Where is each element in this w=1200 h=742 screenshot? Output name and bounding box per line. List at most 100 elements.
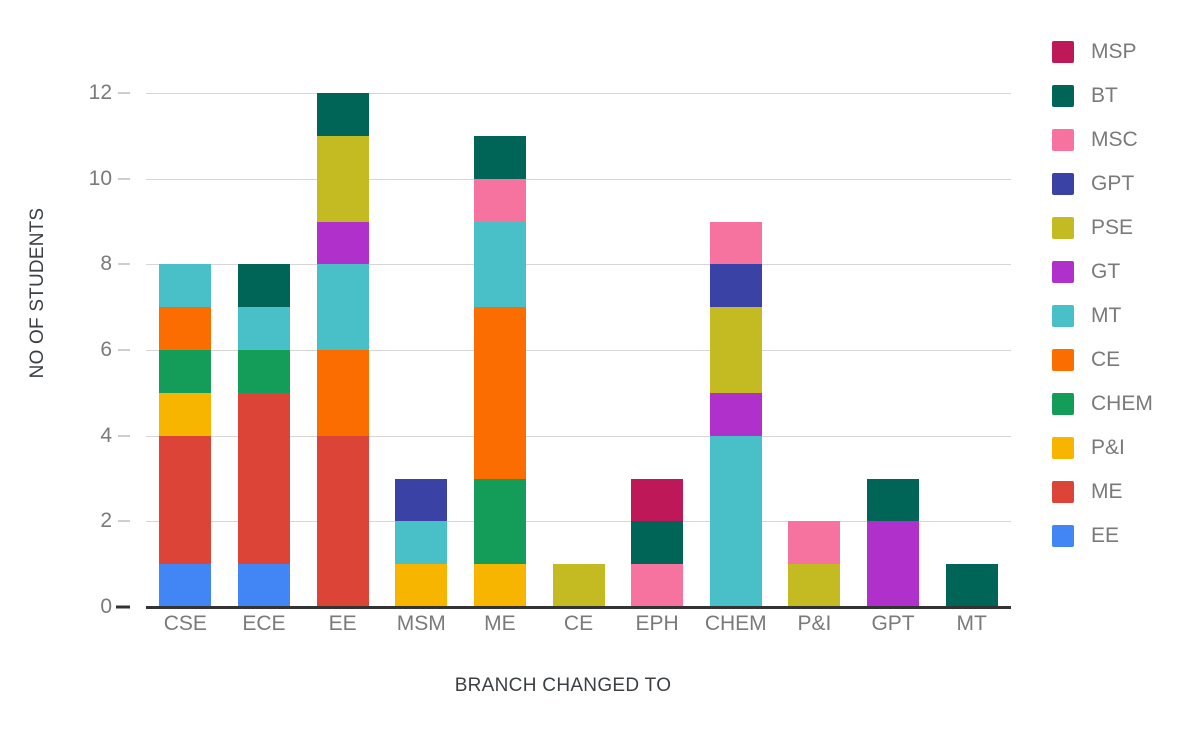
bar-segment[interactable] (237, 564, 290, 607)
bar-segment[interactable] (473, 564, 526, 607)
legend-swatch-icon (1052, 217, 1074, 239)
bar-segment[interactable] (709, 435, 762, 607)
legend-item[interactable]: MT (1052, 294, 1200, 338)
bar-group[interactable] (395, 93, 448, 607)
bar-segment[interactable] (237, 307, 290, 350)
legend-label: CE (1091, 348, 1121, 371)
bar-segment[interactable] (316, 93, 369, 136)
y-tick-label: 12 (88, 81, 112, 104)
bar-group[interactable] (552, 93, 605, 607)
legend-item[interactable]: MSC (1052, 118, 1200, 162)
legend-label: P&I (1091, 436, 1125, 459)
gridline (146, 435, 1011, 437)
legend-swatch-icon (1052, 393, 1074, 415)
bar-segment[interactable] (552, 564, 605, 607)
bar-segment[interactable] (473, 178, 526, 222)
legend-swatch-icon (1052, 129, 1074, 151)
bar-group[interactable] (867, 93, 920, 607)
bar-segment[interactable] (709, 307, 762, 393)
x-axis-title: BRANCH CHANGED TO (454, 675, 672, 696)
x-axis-ticks: CSE ECE EE MSM ME CE EPH CHEM P&I GPT MT (146, 612, 1011, 646)
bar-group[interactable] (159, 93, 212, 607)
y-tick-mark (118, 92, 130, 94)
legend-swatch-icon (1052, 437, 1074, 459)
bar-segment[interactable] (159, 564, 212, 607)
y-tick-mark (118, 178, 130, 180)
y-tick-mark (118, 520, 130, 522)
legend-label: MSC (1091, 128, 1138, 151)
bar-segment[interactable] (237, 350, 290, 393)
legend-item[interactable]: GPT (1052, 162, 1200, 206)
bar-segment[interactable] (316, 135, 369, 222)
bar-segment[interactable] (159, 307, 212, 350)
plot-area (146, 93, 1011, 609)
bar-group[interactable] (945, 93, 998, 607)
legend-item[interactable]: CE (1052, 338, 1200, 382)
bar-group[interactable] (709, 93, 762, 607)
y-tick-label: 8 (100, 252, 112, 276)
legend-label: MT (1091, 304, 1122, 327)
legend-item[interactable]: P&I (1052, 426, 1200, 470)
bar-segment[interactable] (473, 307, 526, 479)
bar-segment[interactable] (159, 264, 212, 308)
legend-item[interactable]: ME (1052, 470, 1200, 514)
bar-segment[interactable] (788, 521, 841, 565)
legend-swatch-icon (1052, 525, 1074, 547)
bar-group[interactable] (788, 93, 841, 607)
bar-segment[interactable] (473, 221, 526, 308)
bar-segment[interactable] (395, 521, 448, 565)
legend-swatch-icon (1052, 305, 1074, 327)
bar-segment[interactable] (159, 350, 212, 393)
legend-label: CHEM (1091, 392, 1153, 415)
bar-segment[interactable] (316, 264, 369, 350)
bar-segment[interactable] (159, 435, 212, 565)
x-tick-label: CE (563, 612, 594, 635)
legend-item[interactable]: CHEM (1052, 382, 1200, 426)
bar-segment[interactable] (316, 221, 369, 265)
bar-segment[interactable] (709, 221, 762, 265)
y-tick-mark (118, 435, 130, 437)
legend-item[interactable]: PSE (1052, 206, 1200, 250)
legend-item[interactable]: MSP (1052, 30, 1200, 74)
bar-group[interactable] (631, 93, 684, 607)
bar-segment[interactable] (945, 564, 998, 607)
y-tick-label: 2 (100, 509, 112, 533)
bar-segment[interactable] (316, 435, 369, 607)
bar-segment[interactable] (631, 564, 684, 607)
bar-segment[interactable] (631, 478, 684, 522)
bar-segment[interactable] (631, 521, 684, 565)
bar-segment[interactable] (316, 350, 369, 436)
gridline (146, 178, 1011, 180)
x-tick-label: EPH (635, 612, 679, 635)
bar-group[interactable] (237, 93, 290, 607)
legend-swatch-icon (1052, 85, 1074, 107)
x-tick-label: ECE (242, 612, 286, 635)
bar-segment[interactable] (159, 392, 212, 436)
bar-segment[interactable] (709, 264, 762, 308)
legend-label: EE (1091, 524, 1120, 547)
x-tick-label: ME (484, 612, 516, 635)
legend-item[interactable]: EE (1052, 514, 1200, 558)
legend-label: MSP (1091, 40, 1137, 63)
y-tick-mark (118, 349, 130, 351)
legend: MSP BT MSC GPT PSE GT MT CE CHEM P&I ME EE (1052, 30, 1200, 558)
bar-segment[interactable] (237, 392, 290, 565)
bar-group[interactable] (316, 93, 369, 607)
x-tick-label: GPT (871, 612, 915, 635)
y-tick-label: 6 (100, 338, 112, 361)
bar-segment[interactable] (788, 564, 841, 607)
bar-segment[interactable] (395, 564, 448, 607)
bar-segment[interactable] (395, 478, 448, 522)
legend-swatch-icon (1052, 173, 1074, 195)
bar-segment[interactable] (867, 521, 920, 607)
bar-group[interactable] (473, 93, 526, 607)
legend-label: ME (1091, 480, 1123, 503)
bar-segment[interactable] (867, 478, 920, 522)
bar-segment[interactable] (473, 135, 526, 179)
bar-segment[interactable] (237, 264, 290, 308)
legend-item[interactable]: BT (1052, 74, 1200, 118)
bar-segment[interactable] (709, 392, 762, 436)
bar-segment[interactable] (473, 478, 526, 565)
legend-item[interactable]: GT (1052, 250, 1200, 294)
x-tick-label: P&I (797, 612, 832, 635)
